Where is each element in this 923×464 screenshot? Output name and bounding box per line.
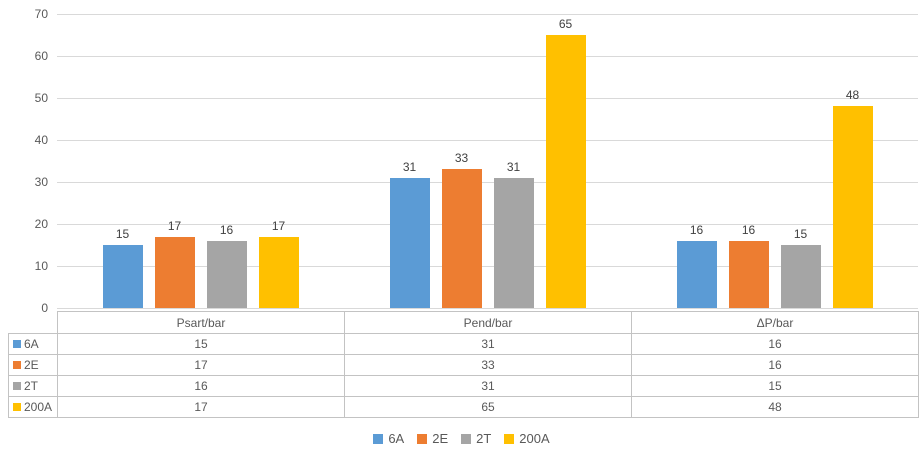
table-value-cell: 15 xyxy=(57,333,345,355)
bar-data-label: 65 xyxy=(558,17,573,31)
bar-data-label: 17 xyxy=(271,218,286,233)
table-row: 2E 17 33 16 xyxy=(8,354,919,376)
table-value-cell: 16 xyxy=(57,375,345,397)
bar-6A-ΔP/bar[interactable] xyxy=(676,240,717,308)
bar-data-label: 31 xyxy=(506,159,521,174)
y-axis-tick-label: 20 xyxy=(34,217,48,231)
bar-2T-Psart/bar[interactable] xyxy=(206,240,247,308)
bar-data-label: 17 xyxy=(167,218,182,233)
table-row-header: 2T xyxy=(8,375,58,397)
gridline-y-30 xyxy=(57,182,918,183)
table-value-cell: 17 xyxy=(57,354,345,376)
table-value-cell: 15 xyxy=(631,375,919,397)
gridline-y-40 xyxy=(57,140,918,141)
bar-group-1: 15 17 16 17 xyxy=(57,14,344,308)
table-row: 6A 15 31 16 xyxy=(8,333,919,355)
bar-data-label: 15 xyxy=(115,227,130,241)
table-row: 2T 16 31 15 xyxy=(8,375,919,397)
table-value-cell: 65 xyxy=(344,396,632,418)
y-axis-tick-label: 40 xyxy=(34,133,48,147)
bar-data-label: 48 xyxy=(845,88,860,103)
series-key-icon xyxy=(13,361,21,369)
series-name: 6A xyxy=(24,337,39,351)
bar-group-3: 16 16 15 48 xyxy=(631,14,918,308)
bar-2T-ΔP/bar[interactable] xyxy=(780,245,821,308)
bar-2E-ΔP/bar[interactable] xyxy=(728,240,769,308)
y-axis-tick-label: 60 xyxy=(34,49,48,63)
bar-2E-Psart/bar[interactable] xyxy=(154,236,195,308)
bar-group-2: 31 33 31 65 xyxy=(344,14,631,308)
table-row-header: 200A xyxy=(8,396,58,418)
legend-swatch-icon xyxy=(461,433,472,444)
table-category-header: Pend/bar xyxy=(344,311,632,334)
table-row-header: 6A xyxy=(8,333,58,355)
legend-label: 2E xyxy=(432,431,449,446)
bar-2E-Pend/bar[interactable] xyxy=(441,169,482,308)
table-value-cell: 31 xyxy=(344,333,632,355)
gridline-y-50 xyxy=(57,98,918,99)
table-row-header: 2E xyxy=(8,354,58,376)
bar-data-label: 15 xyxy=(793,227,808,241)
bar-6A-Pend/bar[interactable] xyxy=(389,177,430,308)
series-name: 2E xyxy=(24,358,39,372)
gridline-y-0 xyxy=(57,308,918,309)
chart-legend: 6A 2E 2T 200A xyxy=(0,431,923,446)
table-row: 200A 17 65 48 xyxy=(8,396,919,418)
legend-item-2E[interactable]: 2E xyxy=(417,431,448,446)
table-value-cell: 33 xyxy=(344,354,632,376)
legend-item-2T[interactable]: 2T xyxy=(461,431,491,446)
bar-200A-ΔP/bar[interactable] xyxy=(832,106,873,308)
bar-data-label: 16 xyxy=(689,222,704,237)
table-category-header: Psart/bar xyxy=(57,311,345,334)
gridline-y-60 xyxy=(57,56,918,57)
series-name: 200A xyxy=(24,400,53,414)
series-key-icon xyxy=(13,382,21,390)
bar-200A-Pend/bar[interactable] xyxy=(545,35,586,308)
y-axis-tick-label: 10 xyxy=(34,259,48,273)
bar-data-label: 16 xyxy=(741,222,756,237)
gridline-y-70 xyxy=(57,14,918,15)
legend-swatch-icon xyxy=(373,433,384,444)
plot-area: 15 17 16 17 31 33 31 65 16 16 15 48 xyxy=(57,14,918,309)
bar-200A-Psart/bar[interactable] xyxy=(258,236,299,308)
legend-label: 200A xyxy=(519,431,550,446)
legend-swatch-icon xyxy=(417,433,428,444)
y-axis-tick-label: 50 xyxy=(34,91,48,105)
table-category-header: ΔP/bar xyxy=(631,311,919,334)
table-value-cell: 48 xyxy=(631,396,919,418)
y-axis-tick-label: 0 xyxy=(41,301,48,315)
table-value-cell: 16 xyxy=(631,354,919,376)
legend-label: 2T xyxy=(476,431,492,446)
table-value-cell: 16 xyxy=(631,333,919,355)
series-key-icon xyxy=(13,340,21,348)
y-axis-tick-label: 30 xyxy=(34,175,48,189)
y-axis-tick-label: 70 xyxy=(34,7,48,21)
legend-item-200A[interactable]: 200A xyxy=(504,431,550,446)
table-value-cell: 17 xyxy=(57,396,345,418)
gridline-y-10 xyxy=(57,266,918,267)
bar-data-label: 16 xyxy=(219,222,234,237)
legend-item-6A[interactable]: 6A xyxy=(373,431,404,446)
bar-data-label: 31 xyxy=(402,159,417,174)
series-name: 2T xyxy=(24,379,39,393)
bar-data-label: 33 xyxy=(454,151,469,166)
chart-data-table: Psart/bar Pend/bar ΔP/bar 6A 15 31 16 2E 17 33 16 2… xyxy=(8,311,919,418)
bar-6A-Psart/bar[interactable] xyxy=(102,245,143,308)
legend-label: 6A xyxy=(388,431,405,446)
legend-swatch-icon xyxy=(504,433,515,444)
bar-2T-Pend/bar[interactable] xyxy=(493,177,534,308)
series-key-icon xyxy=(13,403,21,411)
gridline-y-20 xyxy=(57,224,918,225)
table-value-cell: 31 xyxy=(344,375,632,397)
